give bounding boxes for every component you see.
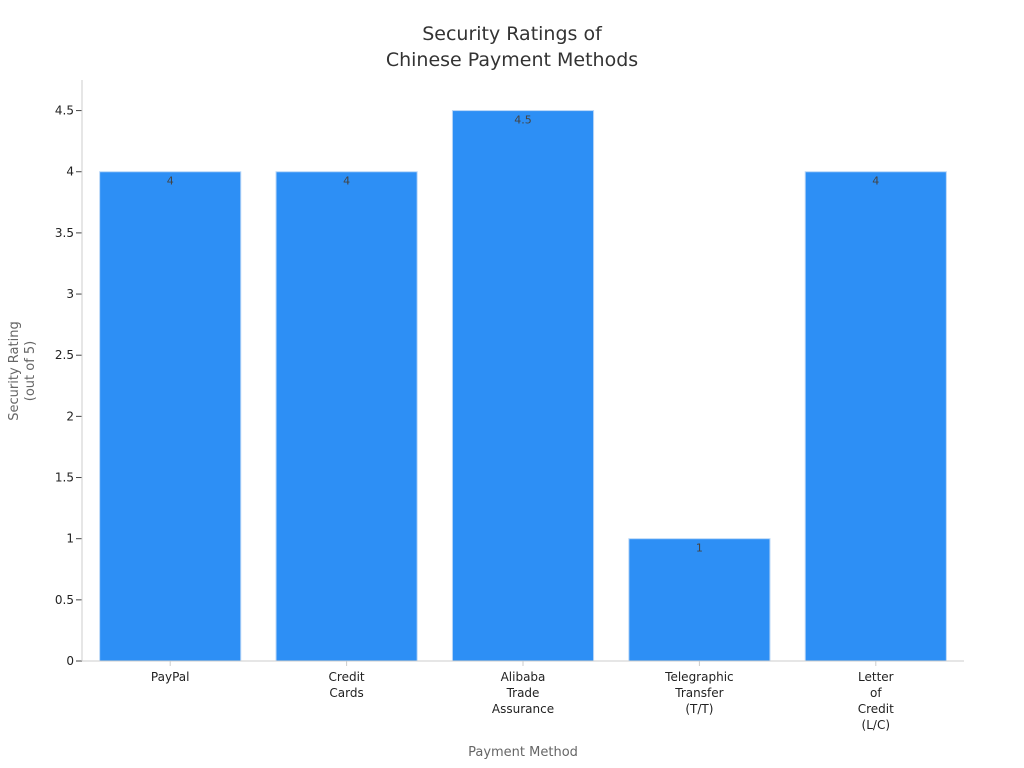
x-tick-label: Alibaba Trade Assurance	[492, 670, 554, 716]
data-label: 4	[167, 175, 174, 188]
x-tick-label: Credit Cards	[329, 670, 365, 700]
bar	[451, 110, 595, 662]
x-axis-label: Payment Method	[468, 745, 578, 760]
bars	[99, 110, 947, 662]
x-tick-label-line: Telegraphic	[664, 670, 733, 684]
x-tick-label-line: Transfer	[674, 686, 723, 700]
x-axis-ticks: PayPal Credit Cards Alibaba Trade Assurance Te…	[151, 661, 894, 732]
bar	[99, 171, 242, 662]
data-label: 4.5	[514, 114, 532, 127]
y-axis-label-line: (out of 5)	[23, 341, 38, 402]
y-tick-label: 1.5	[55, 471, 74, 485]
x-tick-label: PayPal	[151, 670, 190, 684]
y-tick-label: 0.5	[55, 593, 74, 607]
y-tick-label: 2	[66, 409, 74, 423]
x-tick-label-line: Alibaba	[501, 670, 546, 684]
x-tick-label-line: Assurance	[492, 702, 554, 716]
x-tick-label-line: (T/T)	[685, 702, 713, 716]
bar	[275, 171, 418, 662]
data-label: 1	[696, 542, 703, 555]
chart-title-line: Chinese Payment Methods	[386, 49, 638, 71]
x-tick-label: Telegraphic Transfer (T/T)	[664, 670, 733, 716]
y-axis-label-line: Security Rating	[7, 321, 22, 420]
x-tick-label-line: PayPal	[151, 670, 190, 684]
bar	[628, 538, 771, 662]
chart-title: Security Ratings of Chinese Payment Metho…	[386, 23, 638, 71]
y-tick-label: 3.5	[55, 226, 74, 240]
data-label: 4	[343, 175, 350, 188]
chart-title-line: Security Ratings of	[422, 23, 603, 45]
x-tick-label-line: Credit	[858, 702, 894, 716]
y-tick-label: 4.5	[55, 104, 74, 118]
data-label: 4	[872, 175, 879, 188]
x-tick-label-line: of	[870, 686, 882, 700]
x-tick-label-line: Credit	[329, 670, 365, 684]
x-tick-label: Letter of Credit (L/C)	[858, 670, 894, 732]
x-tick-label-line: Cards	[329, 686, 363, 700]
y-tick-label: 3	[66, 287, 74, 301]
y-axis-label: Security Rating(out of 5)	[7, 321, 38, 420]
y-axis-label-text: Security Rating(out of 5)	[7, 321, 38, 420]
x-tick-label-line: (L/C)	[862, 718, 890, 732]
data-labels: 4 4 4.5 1 4	[167, 114, 880, 555]
bar	[804, 171, 947, 662]
y-tick-label: 2.5	[55, 348, 74, 362]
x-tick-label-line: Trade	[506, 686, 540, 700]
y-tick-label: 4	[66, 165, 74, 179]
y-tick-label: 1	[66, 532, 74, 546]
y-axis-ticks: 0 0.5 1 1.5 2 2.5 3 3.5 4 4.5	[55, 104, 82, 668]
y-tick-label: 0	[66, 654, 74, 668]
x-tick-label-line: Letter	[858, 670, 894, 684]
